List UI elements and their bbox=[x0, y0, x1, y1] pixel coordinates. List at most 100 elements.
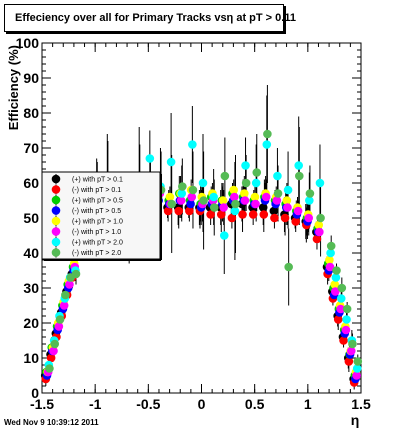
legend-label-6: (-) with pT > 1.0 bbox=[72, 229, 121, 236]
data-point-2 bbox=[174, 206, 184, 216]
data-point-7 bbox=[209, 192, 218, 202]
data-point-2 bbox=[216, 210, 226, 219]
legend-label-7: (+) with pT > 2.0 bbox=[72, 240, 123, 247]
data-point-8 bbox=[45, 364, 54, 373]
timestamp-footer: Wed Nov 9 10:39:12 2011 bbox=[4, 418, 99, 427]
data-point-8 bbox=[178, 182, 187, 191]
legend-marker-8 bbox=[51, 248, 61, 257]
legend-label-4: (-) with pT > 0.5 bbox=[72, 208, 121, 215]
data-point-7 bbox=[262, 140, 272, 149]
x-tick-label: -1 bbox=[89, 396, 102, 412]
data-point-4 bbox=[186, 199, 195, 209]
data-point-8 bbox=[353, 357, 363, 366]
data-point-7 bbox=[230, 206, 240, 216]
data-point-2 bbox=[185, 206, 194, 216]
data-point-7 bbox=[352, 364, 362, 373]
data-point-6 bbox=[315, 227, 324, 237]
data-point-7 bbox=[342, 315, 351, 324]
data-point-8 bbox=[209, 203, 219, 212]
y-tick-label: 50 bbox=[23, 210, 39, 226]
data-point-2 bbox=[339, 336, 348, 345]
data-point-2 bbox=[248, 210, 258, 219]
data-point-8 bbox=[295, 171, 304, 181]
data-point-6 bbox=[187, 192, 197, 202]
legend-marker-7 bbox=[51, 237, 61, 247]
y-tick-label: 40 bbox=[23, 245, 39, 261]
x-tick-label: -1.5 bbox=[30, 396, 54, 412]
data-point-5 bbox=[229, 185, 238, 195]
data-point-8 bbox=[71, 269, 81, 279]
y-tick-label: 30 bbox=[23, 280, 39, 296]
data-point-2 bbox=[206, 210, 215, 219]
legend-marker-3 bbox=[51, 195, 61, 205]
data-point-5 bbox=[325, 255, 334, 265]
data-point-8 bbox=[220, 171, 230, 181]
data-point-5 bbox=[314, 220, 324, 230]
data-point-7 bbox=[294, 161, 304, 170]
data-point-6 bbox=[261, 192, 271, 202]
data-point-6 bbox=[230, 192, 239, 202]
title-box: Effeciency over all for Primary Tracks v… bbox=[4, 4, 296, 32]
x-tick-label: -0.5 bbox=[136, 396, 160, 412]
data-point-8 bbox=[273, 189, 283, 198]
legend-label-5: (+) with pT > 1.0 bbox=[72, 219, 123, 226]
data-point-7 bbox=[283, 185, 293, 195]
data-point-6 bbox=[251, 199, 260, 209]
data-point-7 bbox=[241, 161, 250, 170]
data-point-6 bbox=[240, 196, 250, 205]
data-point-7 bbox=[273, 171, 282, 181]
data-point-2 bbox=[312, 234, 322, 244]
data-point-7 bbox=[219, 231, 229, 240]
data-point-5 bbox=[240, 189, 249, 198]
data-point-8 bbox=[326, 241, 336, 251]
data-point-6 bbox=[325, 262, 335, 272]
data-point-6 bbox=[176, 196, 186, 205]
data-point-2 bbox=[163, 206, 173, 216]
data-point-5 bbox=[165, 192, 175, 202]
data-point-7 bbox=[331, 273, 341, 282]
legend-marker-1 bbox=[51, 174, 61, 184]
y-axis-title: Efficiency (%) bbox=[6, 45, 21, 130]
data-point-6 bbox=[49, 346, 58, 356]
data-point-8 bbox=[199, 196, 208, 205]
data-point-7 bbox=[145, 154, 155, 163]
data-point-8 bbox=[342, 304, 352, 314]
data-point-8 bbox=[188, 185, 198, 195]
data-point-8 bbox=[231, 199, 240, 209]
data-point-8 bbox=[332, 266, 341, 275]
data-point-7 bbox=[305, 196, 314, 205]
data-point-7 bbox=[198, 178, 208, 188]
data-point-6 bbox=[331, 287, 340, 296]
data-point-1 bbox=[258, 203, 268, 212]
y-tick-label: 60 bbox=[23, 175, 39, 191]
data-point-8 bbox=[252, 168, 262, 177]
legend-marker-5 bbox=[51, 216, 61, 226]
data-point-8 bbox=[50, 339, 60, 349]
data-point-2 bbox=[270, 213, 279, 223]
legend-label-3: (+) with pT > 0.5 bbox=[72, 198, 123, 205]
y-tick-label: 90 bbox=[23, 70, 39, 86]
data-point-8 bbox=[167, 199, 176, 209]
data-point-8 bbox=[305, 189, 315, 198]
data-point-2 bbox=[46, 353, 56, 363]
legend-label-8: (-) with pT > 2.0 bbox=[72, 250, 121, 257]
data-point-6 bbox=[304, 213, 314, 223]
data-point-8 bbox=[263, 129, 272, 139]
legend-label-1: (+) with pT > 0.1 bbox=[72, 177, 123, 184]
legend: (+) with pT > 0.1 (-) with pT > 0.1 (+) wi… bbox=[41, 171, 162, 261]
data-point-8 bbox=[348, 339, 357, 349]
data-point-2 bbox=[333, 315, 343, 324]
data-point-2 bbox=[280, 213, 290, 223]
data-point-5 bbox=[282, 196, 292, 205]
data-point-2 bbox=[344, 357, 354, 366]
data-point-6 bbox=[65, 280, 74, 289]
data-point-6 bbox=[341, 325, 351, 335]
data-point-6 bbox=[352, 371, 361, 380]
data-point-8 bbox=[316, 213, 325, 223]
data-point-6 bbox=[219, 203, 228, 212]
y-tick-label: 20 bbox=[23, 315, 39, 331]
y-tick-label: 100 bbox=[16, 35, 40, 51]
legend-marker-2 bbox=[51, 185, 61, 194]
data-point-7 bbox=[251, 178, 261, 188]
